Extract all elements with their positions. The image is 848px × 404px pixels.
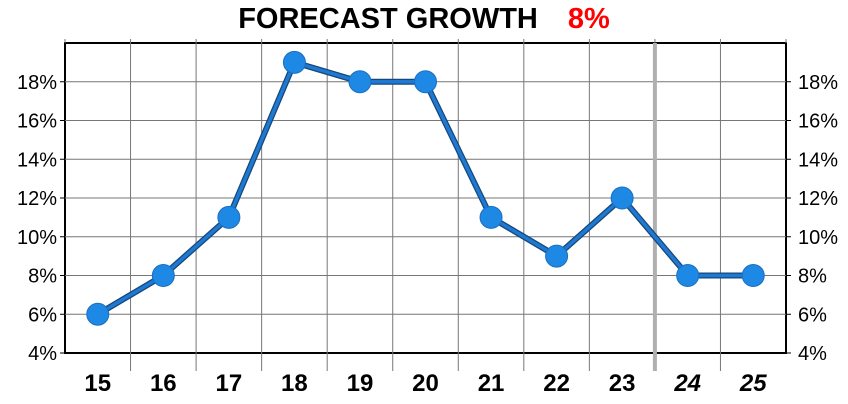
x-tick-label: 25	[739, 370, 767, 397]
data-point	[479, 205, 503, 229]
y-tick-label-left: 16%	[17, 111, 57, 133]
y-axis-left: 4% 6% 8% 10% 12% 14% 16% 18%	[17, 72, 57, 365]
x-tick-label: 21	[478, 370, 505, 397]
y-tick-label-left: 12%	[17, 188, 57, 210]
x-tick-label: 22	[543, 370, 570, 397]
y-tick-label-left: 8%	[28, 266, 57, 288]
y-tick-label-right: 8%	[798, 266, 827, 288]
chart-title-value: 8%	[568, 3, 610, 35]
y-tick-label-right: 14%	[798, 149, 838, 171]
y-tick-label-right: 18%	[798, 72, 838, 94]
data-point	[86, 302, 110, 326]
data-point	[610, 186, 634, 210]
data-point	[676, 264, 700, 287]
x-axis: 15 16 17 18 19 20 21 22 23 24 25	[84, 370, 767, 397]
y-tick-label-right: 12%	[798, 188, 838, 210]
chart-title-text: FORECAST GROWTH	[238, 3, 538, 35]
y-tick-label-right: 16%	[798, 111, 838, 133]
x-tick-label: 24	[673, 370, 701, 397]
data-point	[741, 264, 765, 287]
y-tick-label-left: 10%	[17, 227, 57, 249]
data-point	[545, 244, 569, 268]
y-tick-label-right: 10%	[798, 227, 838, 249]
data-point	[414, 70, 437, 94]
data-point	[217, 205, 241, 229]
y-axis-right: 4% 6% 8% 10% 12% 14% 16% 18%	[798, 72, 838, 365]
data-point	[151, 264, 175, 287]
data-point	[282, 50, 306, 74]
y-tick-label-left: 6%	[28, 304, 57, 326]
x-tick-label: 20	[412, 370, 439, 397]
x-tick-label: 15	[84, 370, 111, 397]
data-point	[348, 70, 372, 94]
chart-title: FORECAST GROWTH 8%	[238, 3, 610, 35]
y-tick-label-right: 6%	[798, 304, 827, 326]
y-tick-label-left: 18%	[17, 72, 57, 94]
series	[86, 50, 765, 326]
x-tick-label: 18	[281, 370, 308, 397]
x-tick-label: 23	[609, 370, 636, 397]
grid	[60, 39, 791, 371]
x-tick-label: 16	[150, 370, 177, 397]
x-tick-label: 17	[216, 370, 243, 397]
x-tick-label: 19	[347, 370, 374, 397]
y-tick-label-left: 4%	[28, 343, 57, 365]
y-tick-label-left: 14%	[17, 149, 57, 171]
y-tick-label-right: 4%	[798, 343, 827, 365]
